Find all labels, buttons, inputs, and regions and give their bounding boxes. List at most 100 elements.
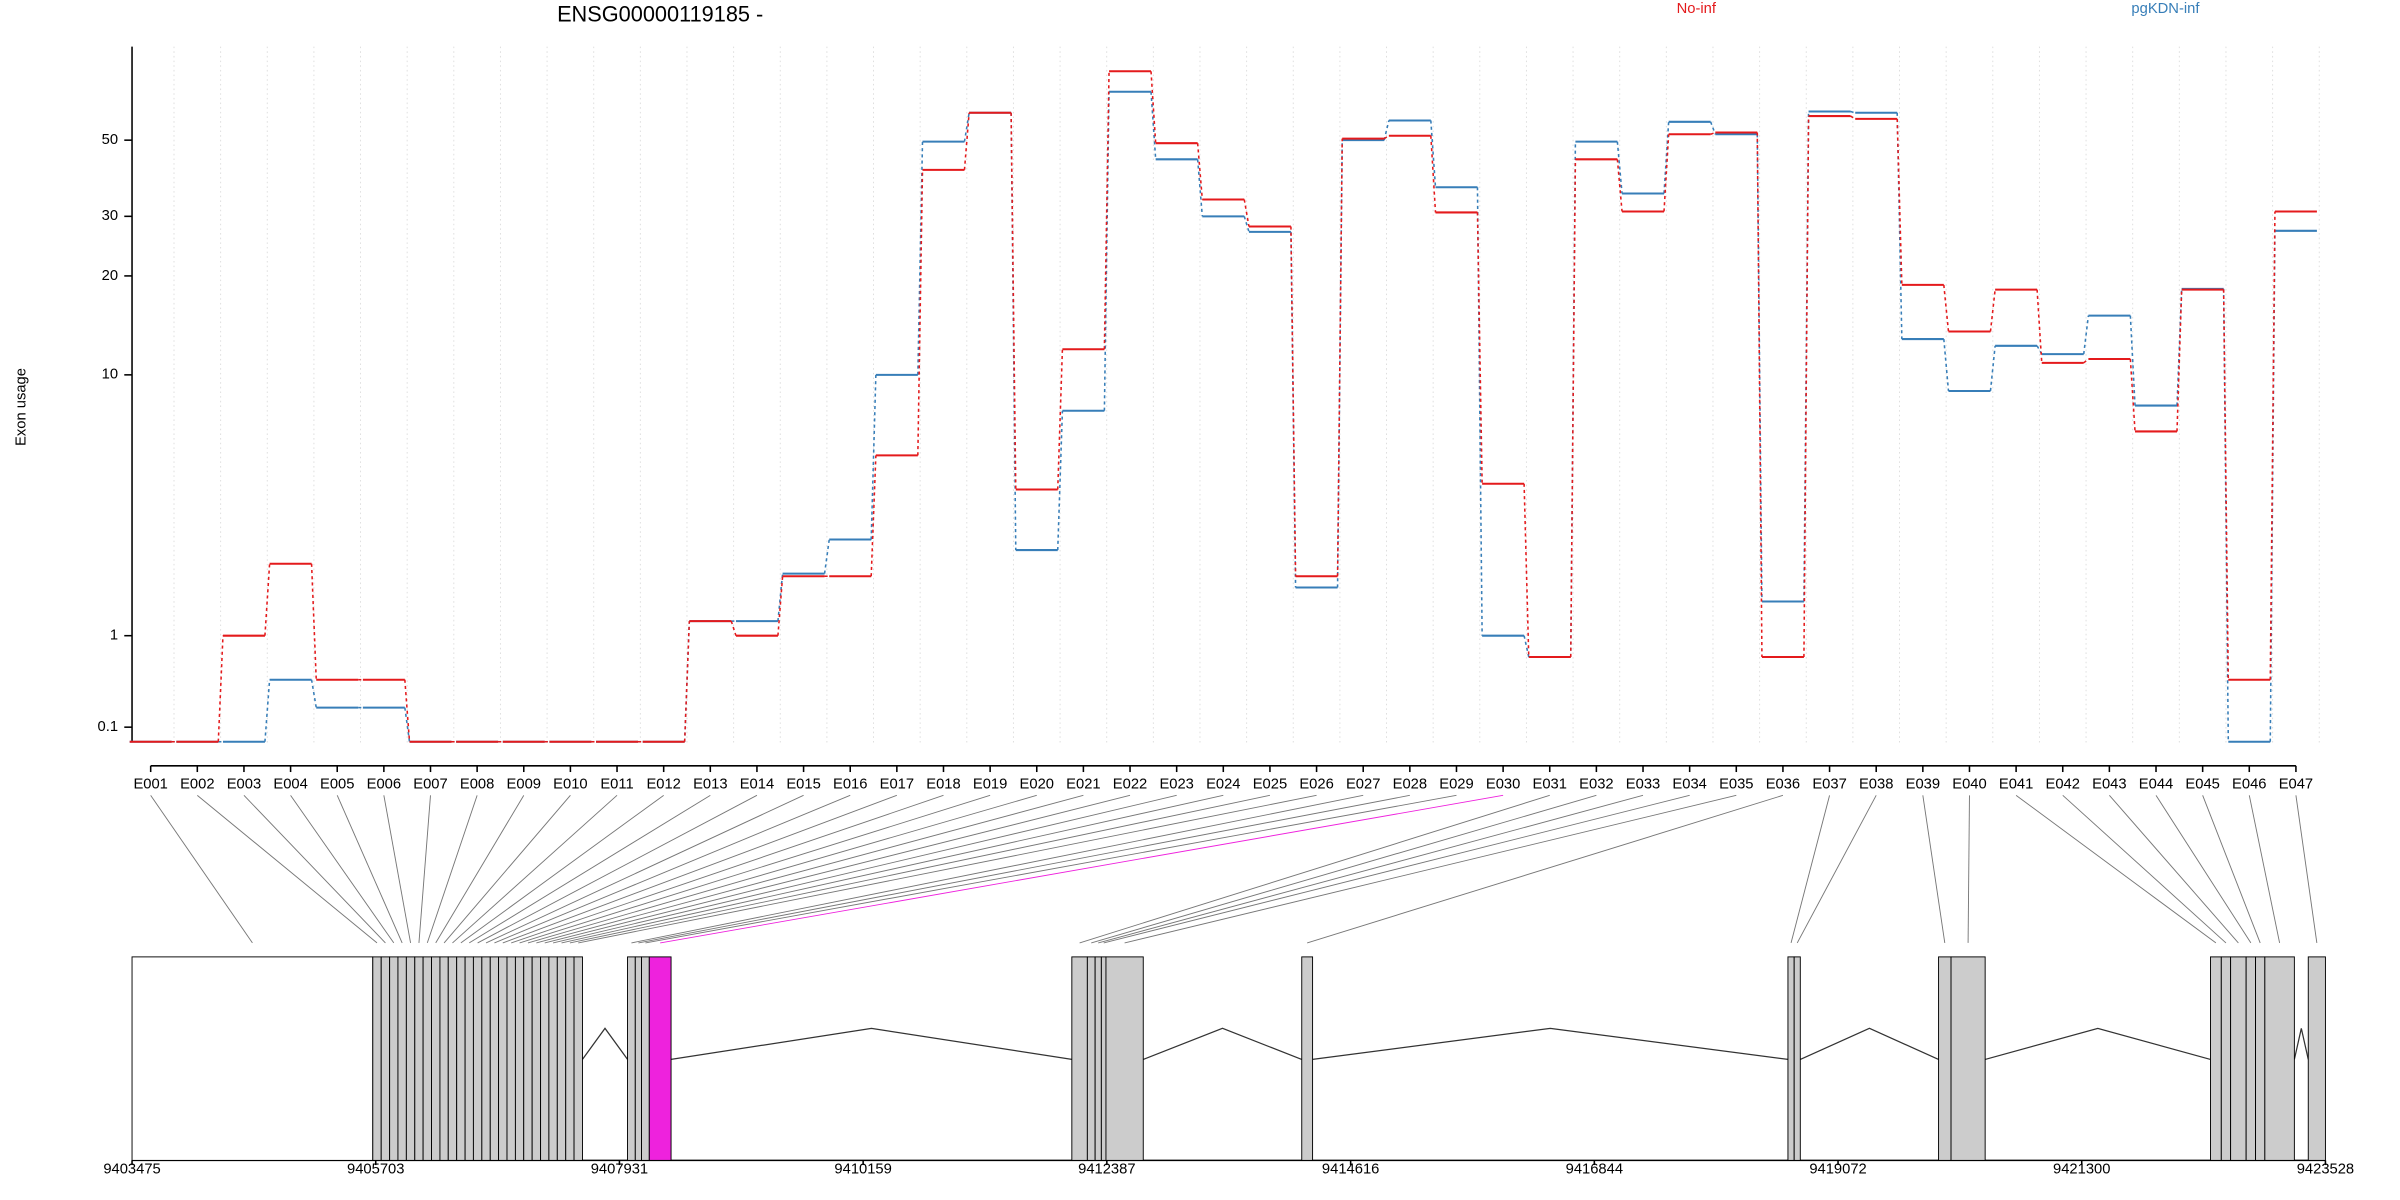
y-tick-label: 1 [110, 628, 118, 644]
x-tick-label: E024 [1206, 776, 1240, 792]
exon-box [565, 956, 575, 1161]
connector [730, 620, 737, 636]
connector [683, 621, 691, 742]
exon-box [489, 956, 500, 1161]
connector [1616, 159, 1623, 212]
connector [2129, 315, 2136, 406]
x-tick-label: E004 [273, 776, 307, 792]
genome-tick-label: 9410159 [834, 1162, 891, 1178]
exon-connector [552, 794, 1177, 944]
exon-box [389, 956, 399, 1161]
x-tick-label: E040 [1952, 776, 1986, 792]
exon-box [634, 956, 642, 1161]
x-tick-label: E005 [320, 776, 354, 792]
exon-connector [1790, 795, 1831, 944]
connector [823, 539, 830, 574]
x-tick-label: E019 [973, 776, 1007, 792]
y-axis-label: Exon usage [14, 368, 30, 446]
x-tick-label: E029 [1439, 776, 1473, 792]
x-tick-label: E008 [460, 776, 494, 792]
exon-connector [2109, 795, 2239, 944]
x-tick-label: E012 [646, 776, 680, 792]
connector [1150, 91, 1157, 160]
exon-box [2264, 956, 2295, 1161]
exon-connector [418, 795, 431, 943]
intron [1312, 1027, 1789, 1061]
chart-title: ENSG00000119185 - [557, 1, 763, 26]
exon-box [523, 956, 533, 1161]
exon-box [2245, 956, 2257, 1161]
exon-connector [502, 794, 898, 944]
exon-connector [383, 795, 412, 943]
x-tick-label: E035 [1719, 776, 1753, 792]
exon-connector [460, 794, 664, 944]
x-tick-label: E028 [1393, 776, 1427, 792]
x-tick-label: E039 [1906, 776, 1940, 792]
connector [1709, 121, 1717, 135]
y-tick-label: 30 [102, 208, 118, 224]
exon-box [1071, 956, 1088, 1161]
connector [1896, 118, 1903, 285]
exon-box [131, 956, 374, 1161]
exon-box [422, 956, 432, 1161]
exon-box [514, 956, 525, 1161]
connector [2222, 289, 2230, 680]
x-tick-label: E023 [1159, 776, 1193, 792]
exon-connector [452, 794, 618, 944]
x-tick-label: E017 [880, 776, 914, 792]
x-tick-label: E002 [180, 776, 214, 792]
exon-box [498, 956, 508, 1161]
genome-tick-label: 9423528 [2297, 1162, 2354, 1178]
x-tick-label: E001 [133, 776, 167, 792]
intron [2293, 1028, 2309, 1060]
exon-box [447, 956, 458, 1161]
exon-connector [1091, 794, 1597, 944]
intron [1143, 1027, 1302, 1060]
x-tick-label: E038 [1859, 776, 1893, 792]
x-tick-label: E007 [413, 776, 447, 792]
exon-connector [1124, 794, 1737, 944]
x-tick-label: E020 [1020, 776, 1054, 792]
exon-box [556, 956, 567, 1161]
exon-connector [2295, 795, 2318, 943]
genome-tick-label: 9407931 [591, 1162, 648, 1178]
connector [217, 635, 224, 742]
connector [1710, 131, 1716, 136]
x-tick-label: E047 [2279, 776, 2313, 792]
connector [1663, 134, 1670, 212]
x-tick-label: E036 [1766, 776, 1800, 792]
x-tick-label: E013 [693, 776, 727, 792]
connector [1943, 338, 1950, 392]
connector [870, 455, 877, 577]
x-tick-label: E016 [833, 776, 867, 792]
exon-connector [631, 794, 1364, 944]
connector [1430, 135, 1437, 213]
connector [1850, 110, 1856, 114]
connector [2269, 211, 2276, 680]
connector [1989, 289, 1996, 332]
exon-box [573, 956, 583, 1161]
exon-box [1086, 956, 1096, 1161]
exon-box [1787, 956, 1795, 1161]
x-tick-label: E026 [1299, 776, 1333, 792]
exon-box [1301, 956, 1314, 1161]
exon-box [431, 956, 441, 1161]
x-tick-label: E033 [1626, 776, 1660, 792]
connector [917, 141, 924, 375]
exon-connector [660, 794, 1504, 944]
exon-box [1100, 956, 1107, 1161]
connector [1010, 112, 1017, 490]
exon-box [1094, 956, 1102, 1161]
connector [1290, 226, 1297, 577]
exon-connector [638, 794, 1410, 944]
exon-box [2307, 956, 2326, 1161]
exon-box [464, 956, 474, 1161]
exon-box [1938, 956, 1952, 1161]
connector [1756, 132, 1763, 658]
exon-connector [519, 794, 991, 944]
exon-connector [536, 794, 1084, 944]
x-tick-label: E027 [1346, 776, 1380, 792]
x-tick-label: E011 [600, 776, 633, 792]
